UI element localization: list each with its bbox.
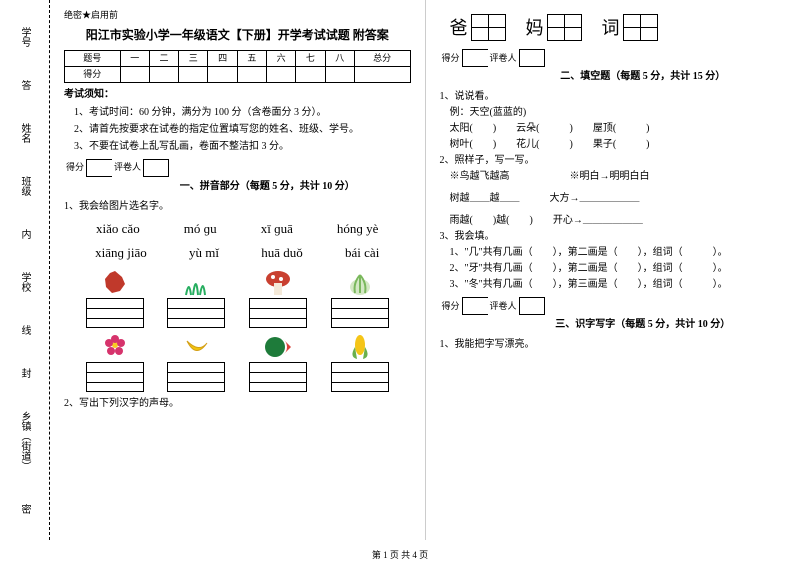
- cabbage-icon: [343, 268, 377, 298]
- right-column: 爸 妈 词 得分 评卷人 二、填空题（每题 5 分，共计 15 分） 1、说说看…: [426, 0, 800, 540]
- score-table: 题号 一 二 三 四 五 六 七 八 总分 得分: [64, 50, 411, 83]
- td: 得分: [65, 66, 121, 82]
- corn-icon: [343, 332, 377, 362]
- char: 妈: [526, 14, 544, 43]
- binding-label: 班级: [17, 176, 32, 196]
- binding-dash: 线: [17, 325, 32, 335]
- th: 六: [267, 50, 296, 66]
- pinyin-row-1: xiǎo cǎo mó ɡu xī ɡuā hónɡ yè: [74, 219, 401, 240]
- q2-2: 2、照样子，写一写。: [440, 153, 787, 169]
- q2-l8: 3、"冬"共有几画（ ），第三画是（ ），组词（ ）。: [450, 277, 787, 293]
- score-cell: [86, 159, 112, 177]
- section-scorebox: 得分 评卷人: [64, 159, 411, 177]
- th: 三: [179, 50, 208, 66]
- th: 五: [237, 50, 266, 66]
- notice-title: 考试须知：: [64, 87, 411, 103]
- flower-icon: [98, 332, 132, 362]
- q2-l4: 树越＿＿越＿＿ 大方→＿＿＿＿＿＿: [450, 191, 787, 207]
- pinyin: mó ɡu: [184, 219, 217, 240]
- th: 四: [208, 50, 237, 66]
- score-label: 得分: [442, 51, 460, 65]
- pinyin: huā duǒ: [261, 243, 303, 264]
- binding-label: 姓名: [17, 123, 32, 143]
- binding-dash: 封: [17, 368, 32, 378]
- binding-label: 乡镇（街道）: [17, 411, 32, 471]
- section-2-title: 二、填空题（每题 5 分，共计 15 分）: [500, 69, 787, 85]
- q2-3: 3、我会填。: [440, 229, 787, 245]
- instruction: 2、请首先按要求在试卷的指定位置填写您的姓名、班级、学号。: [74, 122, 411, 138]
- section-scorebox: 得分 评卷人: [440, 49, 787, 67]
- th: 七: [296, 50, 325, 66]
- grader-label: 评卷人: [114, 160, 141, 174]
- q3-1: 1、我能把字写漂亮。: [440, 337, 787, 353]
- binding-strip: 学号 答 姓名 班级 内 学校 线 封 乡镇（街道） 密: [0, 0, 50, 540]
- th: 题号: [65, 50, 121, 66]
- pinyin: hónɡ yè: [337, 219, 379, 240]
- mushroom-icon: [261, 268, 295, 298]
- grader-label: 评卷人: [490, 51, 517, 65]
- image-row-1: [74, 268, 401, 328]
- q2-1: 1、说说看。: [440, 89, 787, 105]
- left-column: 绝密★启用前 阳江市实验小学一年级语文【下册】开学考试试题 附答案 题号 一 二…: [50, 0, 426, 540]
- binding-dash: 答: [17, 80, 32, 90]
- confidential-label: 绝密★启用前: [64, 8, 411, 22]
- q1-2: 2、写出下列汉字的声母。: [64, 396, 411, 412]
- char: 词: [602, 14, 620, 43]
- grader-cell: [143, 159, 169, 177]
- q2-l7: 2、"牙"共有几画（ ），第二画是（ ），组词（ ）。: [450, 261, 787, 277]
- page-footer: 第 1 页 共 4 页: [0, 548, 800, 561]
- binding-dash: 内: [17, 229, 32, 239]
- instructions-list: 1、考试时间：60 分钟，满分为 100 分（含卷面分 3 分）。 2、请首先按…: [74, 105, 411, 155]
- leaf-icon: [98, 268, 132, 298]
- image-row-2: [74, 332, 401, 392]
- score-label: 得分: [442, 299, 460, 313]
- grader-label: 评卷人: [490, 299, 517, 313]
- q1-1: 1、我会给图片选名字。: [64, 199, 411, 215]
- binding-label: 学号: [17, 27, 32, 47]
- instruction: 3、不要在试卷上乱写乱画，卷面不整洁扣 3 分。: [74, 139, 411, 155]
- q2-l3: ※鸟越飞越高 ※明白→明明白白: [450, 169, 787, 185]
- th: 一: [120, 50, 149, 66]
- th: 总分: [354, 50, 410, 66]
- watermelon-icon: [261, 332, 295, 362]
- pinyin: yù mǐ: [189, 243, 219, 264]
- q2-l6: 1、"几"共有几画（ ），第二画是（ ），组词（ ）。: [450, 245, 787, 261]
- score-label: 得分: [66, 160, 84, 174]
- char: 爸: [450, 14, 468, 43]
- section-scorebox: 得分 评卷人: [440, 297, 787, 315]
- grass-icon: [179, 268, 213, 298]
- char-row: 爸 妈 词: [450, 14, 777, 43]
- pinyin: xiānɡ jiāo: [95, 243, 147, 264]
- pinyin: xī ɡuā: [261, 219, 293, 240]
- section-3-title: 三、识字写字（每题 5 分，共计 10 分）: [500, 317, 787, 333]
- binding-label: 学校: [17, 272, 32, 292]
- th: 八: [325, 50, 354, 66]
- binding-dash: 密: [17, 504, 32, 514]
- q2-l2: 树叶( ) 花儿( ) 果子( ): [450, 137, 787, 153]
- q2-l1: 太阳( ) 云朵( ) 屋顶( ): [450, 121, 787, 137]
- pinyin-row-2: xiānɡ jiāo yù mǐ huā duǒ bái cài: [74, 243, 401, 264]
- th: 二: [149, 50, 178, 66]
- pinyin: bái cài: [345, 243, 379, 264]
- exam-title: 阳江市实验小学一年级语文【下册】开学考试试题 附答案: [64, 26, 411, 45]
- q2-ex: 例：天空(蓝蓝的): [450, 105, 787, 121]
- q2-l5: 雨越( )越( ) 开心→＿＿＿＿＿＿: [450, 213, 787, 229]
- section-1-title: 一、拼音部分（每题 5 分，共计 10 分）: [124, 179, 411, 195]
- instruction: 1、考试时间：60 分钟，满分为 100 分（含卷面分 3 分）。: [74, 105, 411, 121]
- pinyin: xiǎo cǎo: [96, 219, 140, 240]
- banana-icon: [179, 332, 213, 362]
